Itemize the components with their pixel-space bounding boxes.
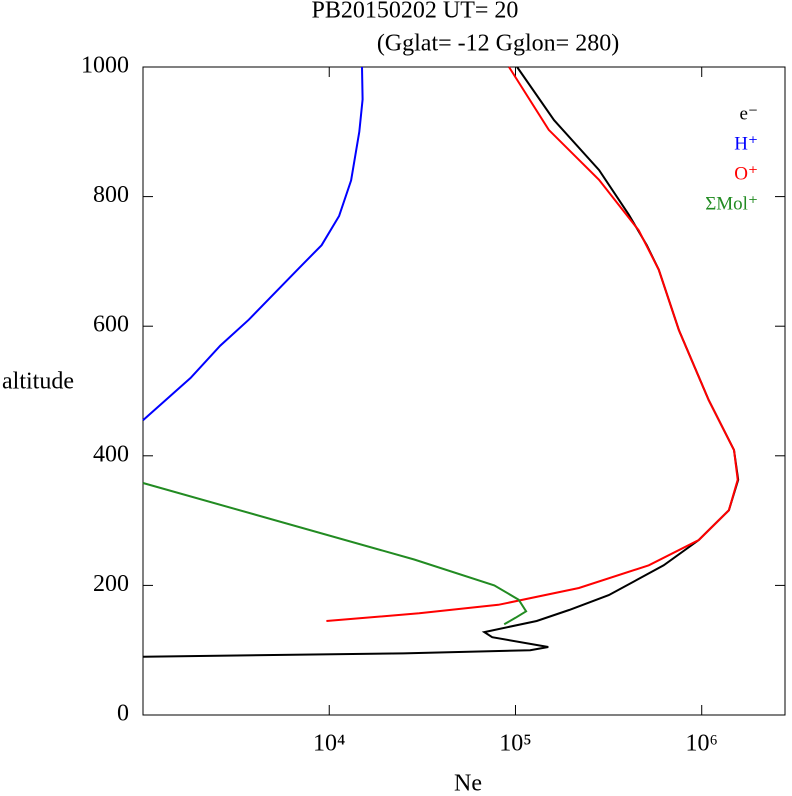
legend-entry: e⁻ <box>740 103 758 124</box>
chart-title: PB20150202 UT= 20 <box>312 0 519 24</box>
series-line <box>326 66 739 622</box>
y-tick-label: 400 <box>93 441 129 467</box>
y-tick-label: 800 <box>93 182 129 208</box>
chart-subtitle: (Gglat= -12 Gglon= 280) <box>377 31 619 57</box>
y-tick-label: 1000 <box>81 53 129 79</box>
y-tick-label: 200 <box>93 571 129 597</box>
y-tick-label: 600 <box>93 312 129 338</box>
plot-frame <box>142 66 786 716</box>
legend-entry: ΣMol⁺ <box>705 193 758 214</box>
y-tick-label: 0 <box>117 701 129 727</box>
legend-entry: H⁺ <box>734 133 758 154</box>
series-line <box>142 482 528 626</box>
y-axis-label: altitude <box>2 369 74 395</box>
legend-entry: O⁺ <box>734 163 758 184</box>
x-tick-label: 10⁶ <box>686 731 718 757</box>
x-axis-label: Ne <box>454 771 482 796</box>
x-tick-label: 10⁵ <box>499 731 531 757</box>
series-line <box>142 66 364 421</box>
x-tick-label: 10⁴ <box>313 731 345 757</box>
